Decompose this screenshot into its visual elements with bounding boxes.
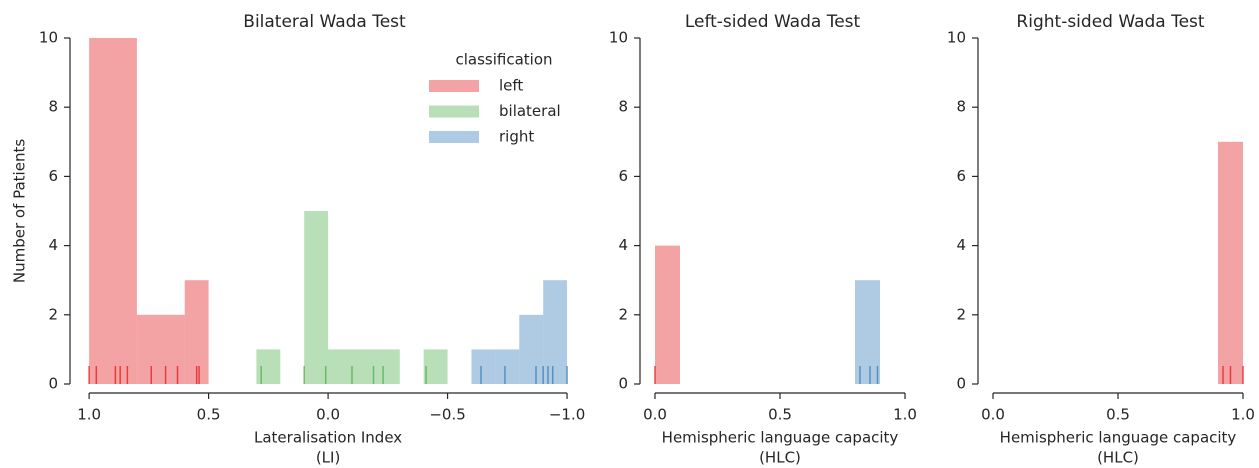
histogram-bar [184, 280, 209, 384]
histogram-bar [1218, 141, 1243, 384]
histogram-bar [655, 245, 680, 384]
histogram-bar [519, 314, 544, 384]
y-tick-label: 0 [618, 375, 628, 393]
x-tick-label: 0.5 [1106, 406, 1130, 424]
x-tick-label: 0.0 [981, 406, 1005, 424]
legend-swatch [429, 105, 479, 118]
x-tick-label: −0.5 [429, 406, 465, 424]
x-axis-label: Lateralisation Index [254, 429, 402, 447]
legend-swatch [429, 131, 479, 143]
y-axis-label: Number of Patients [11, 139, 29, 283]
x-axis-label: (LI) [316, 449, 341, 467]
x-tick-label: 1.0 [1231, 406, 1255, 424]
histogram-bar [495, 349, 520, 384]
x-tick-label: 0.5 [768, 406, 792, 424]
histogram-bar [855, 280, 880, 384]
histogram-bar [471, 349, 496, 384]
x-tick-label: 0.0 [316, 406, 340, 424]
panel: Bilateral Wada Test 0 2 4 6 8 10 Number of Pati… [11, 12, 586, 467]
legend-title: classification [455, 51, 552, 69]
y-tick-label: 8 [956, 98, 966, 116]
x-tick-label: 0.0 [643, 406, 667, 424]
legend-swatch [429, 80, 479, 92]
x-axis-label: Hemispheric language capacity [1000, 429, 1237, 447]
x-axis-label: Hemispheric language capacity [662, 429, 899, 447]
x-axis-label: (HLC) [759, 449, 801, 467]
y-tick-label: 10 [39, 29, 58, 47]
histogram-bar [304, 211, 329, 384]
histogram-bar [328, 349, 352, 384]
y-tick-label: 2 [956, 305, 966, 323]
panel: Right-sided Wada Test 0 2 4 6 8 10 0.0 0.5 1.0 Hem… [947, 12, 1255, 467]
x-tick-label: 1.0 [77, 406, 101, 424]
legend-label: bilateral [499, 102, 561, 120]
y-tick-label: 6 [956, 167, 966, 185]
y-tick-label: 10 [609, 29, 628, 47]
histogram-bar [351, 349, 376, 384]
y-tick-label: 8 [48, 98, 58, 116]
y-tick-label: 2 [48, 305, 58, 323]
panel: Left-sided Wada Test 0 2 4 6 8 10 0.0 0.5 1.0 Hemi… [609, 12, 917, 467]
x-tick-label: −1.0 [549, 406, 585, 424]
y-tick-label: 0 [956, 375, 966, 393]
y-tick-label: 0 [48, 375, 58, 393]
legend-label: right [499, 128, 534, 146]
histogram-bar [423, 349, 448, 384]
histogram-bar [89, 38, 137, 384]
x-tick-label: 1.0 [893, 406, 917, 424]
chart-title: Right-sided Wada Test [1016, 12, 1204, 32]
y-tick-label: 4 [618, 236, 628, 254]
y-tick-label: 2 [618, 305, 628, 323]
histogram-bar [256, 349, 281, 384]
y-tick-label: 4 [956, 236, 966, 254]
y-tick-label: 10 [947, 29, 966, 47]
x-axis-label: (HLC) [1097, 449, 1139, 467]
chart-title: Left-sided Wada Test [685, 12, 861, 32]
legend-label: left [499, 77, 523, 95]
histogram-bar [375, 349, 400, 384]
y-tick-label: 4 [48, 236, 58, 254]
histogram-bar [136, 314, 185, 384]
y-tick-label: 6 [618, 167, 628, 185]
histogram-bar [543, 280, 568, 384]
chart-title: Bilateral Wada Test [243, 12, 406, 32]
y-tick-label: 8 [618, 98, 628, 116]
y-tick-label: 6 [48, 167, 58, 185]
x-tick-label: 0.5 [197, 406, 221, 424]
